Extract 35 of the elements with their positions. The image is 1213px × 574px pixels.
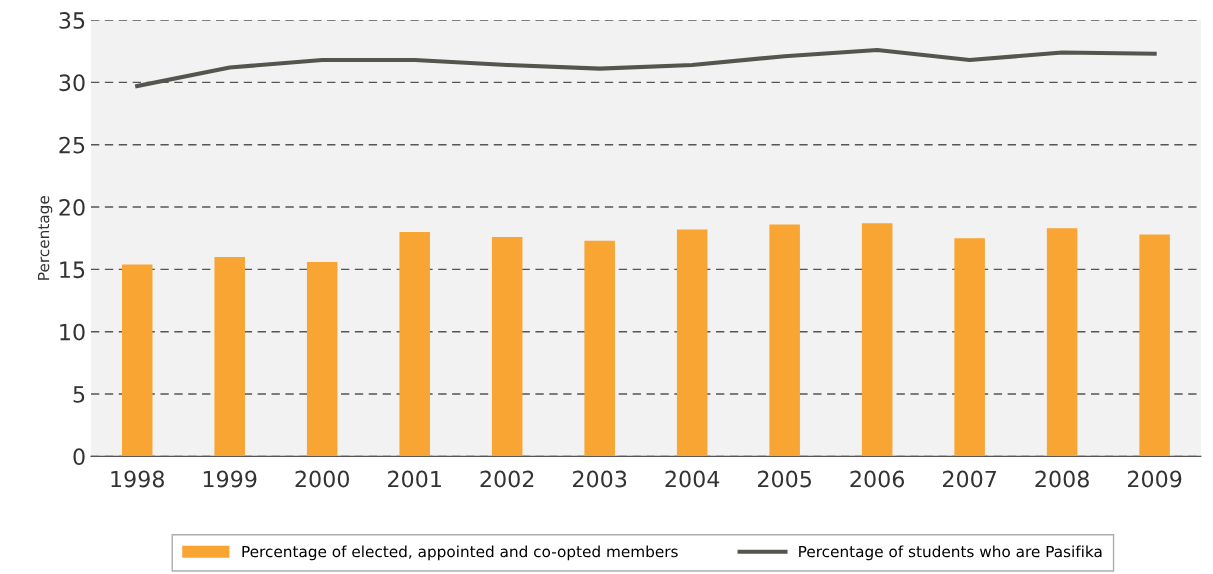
bar [1139, 234, 1170, 457]
y-tick-label: 30 [59, 74, 85, 92]
x-tick-label: 2003 [573, 470, 627, 488]
x-tick-label: 1998 [111, 470, 164, 488]
bar [306, 261, 338, 457]
x-tick-label: 2002 [480, 470, 534, 488]
x-tick-label: 2001 [388, 470, 441, 488]
y-tick-label: 20 [59, 199, 85, 216]
x-tick-label: 2005 [758, 470, 811, 488]
bar [584, 240, 615, 457]
y-tick-label: 25 [59, 136, 85, 154]
y-tick-label: 15 [60, 261, 85, 279]
y-tick-label: 10 [60, 323, 85, 341]
bar [676, 229, 708, 457]
bar [954, 238, 985, 457]
x-tick-label: 2007 [942, 470, 997, 488]
bar [769, 224, 800, 457]
x-tick-label: 2000 [295, 470, 349, 488]
x-tick-label: 1999 [203, 470, 257, 488]
y-tick-label: 35 [59, 12, 85, 29]
bar [121, 264, 153, 457]
x-tick-label: 2009 [1127, 470, 1182, 488]
x-tick-label: 2006 [850, 470, 905, 488]
bar [214, 256, 245, 457]
y-axis-title: Percentage [37, 196, 53, 280]
legend-label: Percentage of elected, appointed and co-opted members [242, 545, 678, 561]
bar [399, 231, 430, 457]
bar [861, 223, 893, 457]
bar [1046, 228, 1078, 457]
y-tick-label: 0 [73, 448, 85, 466]
legend-label: Percentage of students who are Pasifika [799, 545, 1102, 561]
x-tick-label: 2008 [1035, 470, 1089, 488]
bar [491, 236, 523, 457]
y-tick-label: 5 [73, 386, 85, 403]
x-tick-label: 2004 [665, 470, 720, 488]
